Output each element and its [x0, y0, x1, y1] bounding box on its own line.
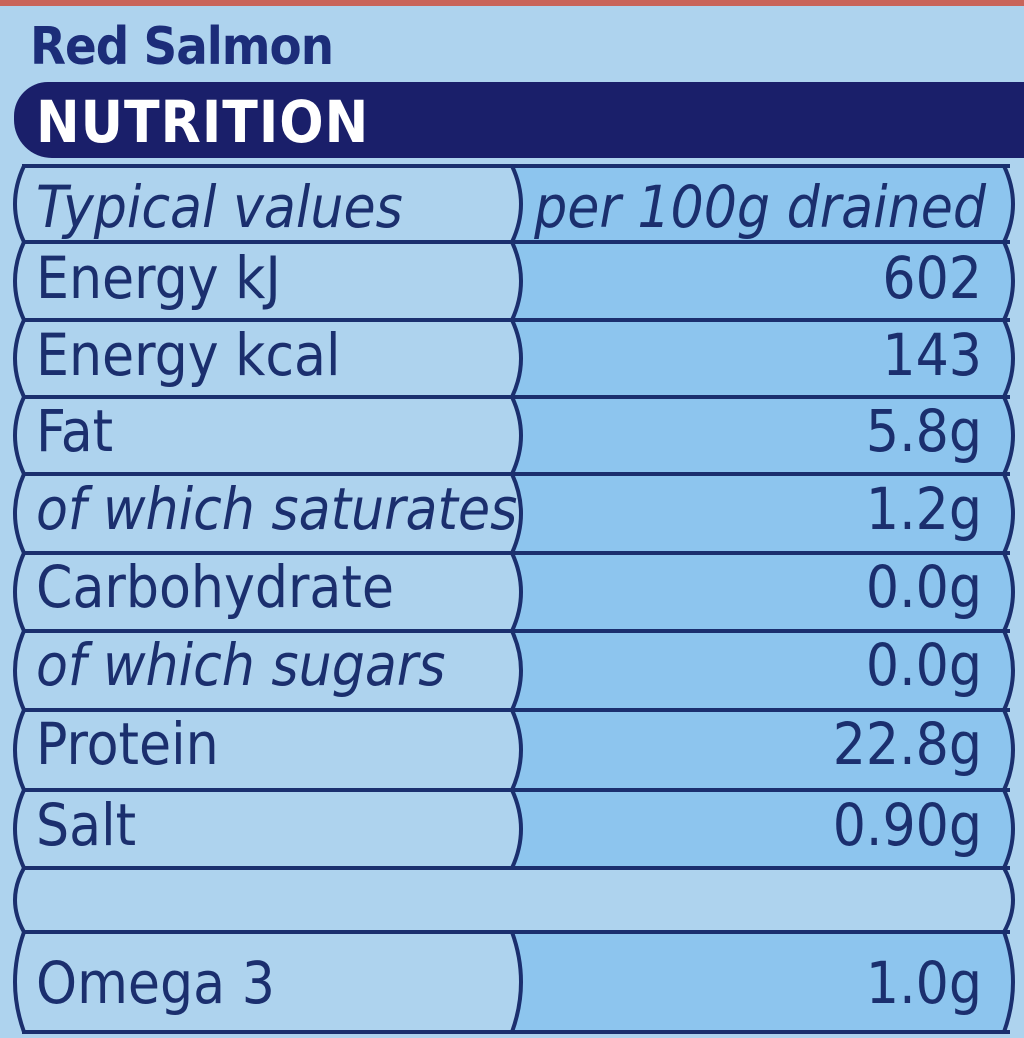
row-label-protein: Protein	[36, 710, 219, 778]
header-label: Typical values	[36, 173, 403, 241]
row-value-carbohydrate: 0.0g	[865, 553, 982, 621]
row-label-carbohydrate: Carbohydrate	[36, 553, 394, 621]
row-label-energy-kcal: Energy kcal	[36, 321, 341, 389]
header-value: per 100g drained	[534, 173, 986, 241]
row-label-energy-kj: Energy kJ	[36, 244, 281, 312]
row-value-omega-3: 1.0g	[865, 949, 982, 1017]
row-value-salt: 0.90g	[832, 791, 982, 859]
row-label-omega-3: Omega 3	[36, 949, 275, 1017]
row-value-saturates: 1.2g	[865, 475, 982, 543]
row-value-fat: 5.8g	[865, 397, 982, 465]
row-value-energy-kj: 602	[882, 244, 982, 312]
row-value-energy-kcal: 143	[882, 321, 982, 389]
row-value-sugars: 0.0g	[865, 631, 982, 699]
top-edge-strip	[0, 0, 1024, 6]
nutrition-banner: NUTRITION	[14, 82, 1024, 158]
product-name: Red Salmon	[30, 17, 334, 77]
row-value-protein: 22.8g	[832, 710, 982, 778]
nutrition-heading: NUTRITION	[36, 88, 370, 156]
row-label-salt: Salt	[36, 791, 137, 859]
row-label-sugars: of which sugars	[36, 631, 446, 699]
row-label-fat: Fat	[36, 397, 114, 465]
row-label-saturates: of which saturates	[36, 475, 518, 543]
